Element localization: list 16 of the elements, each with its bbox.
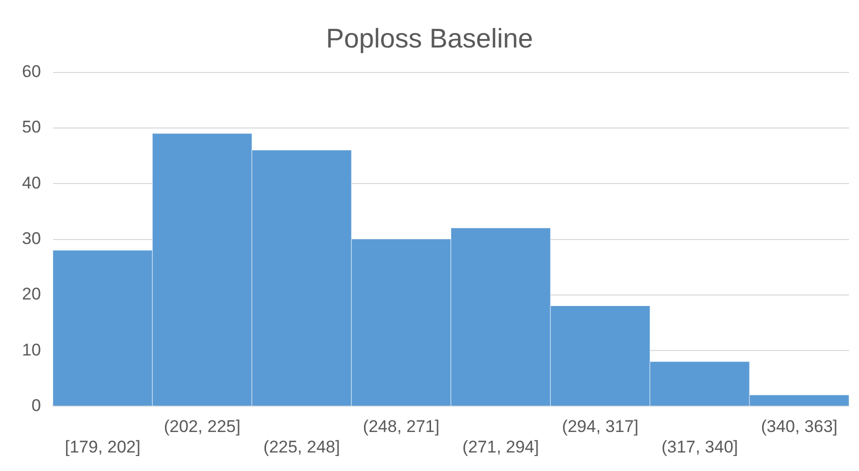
y-tick-label: 60 bbox=[22, 62, 41, 82]
y-tick-label: 20 bbox=[22, 284, 41, 304]
x-tick-label: [179, 202] bbox=[64, 437, 140, 456]
y-tick-label: 0 bbox=[31, 396, 41, 415]
x-tick-label: (202, 225] bbox=[164, 417, 240, 436]
chart-title: Poploss Baseline bbox=[326, 24, 534, 54]
x-tick-label: (225, 248] bbox=[263, 437, 340, 456]
y-tick-label: 30 bbox=[22, 228, 41, 248]
x-tick-label: (271, 294] bbox=[462, 437, 539, 456]
y-tick-label: 50 bbox=[22, 118, 41, 137]
x-tick-label: (294, 317] bbox=[562, 417, 639, 436]
x-tick-label: (317, 340] bbox=[661, 437, 738, 456]
x-tick-label: (340, 363] bbox=[760, 417, 838, 436]
y-tick-label: 40 bbox=[22, 173, 41, 192]
x-tick-label: (248, 271] bbox=[362, 417, 440, 436]
y-tick-label: 10 bbox=[22, 340, 41, 360]
